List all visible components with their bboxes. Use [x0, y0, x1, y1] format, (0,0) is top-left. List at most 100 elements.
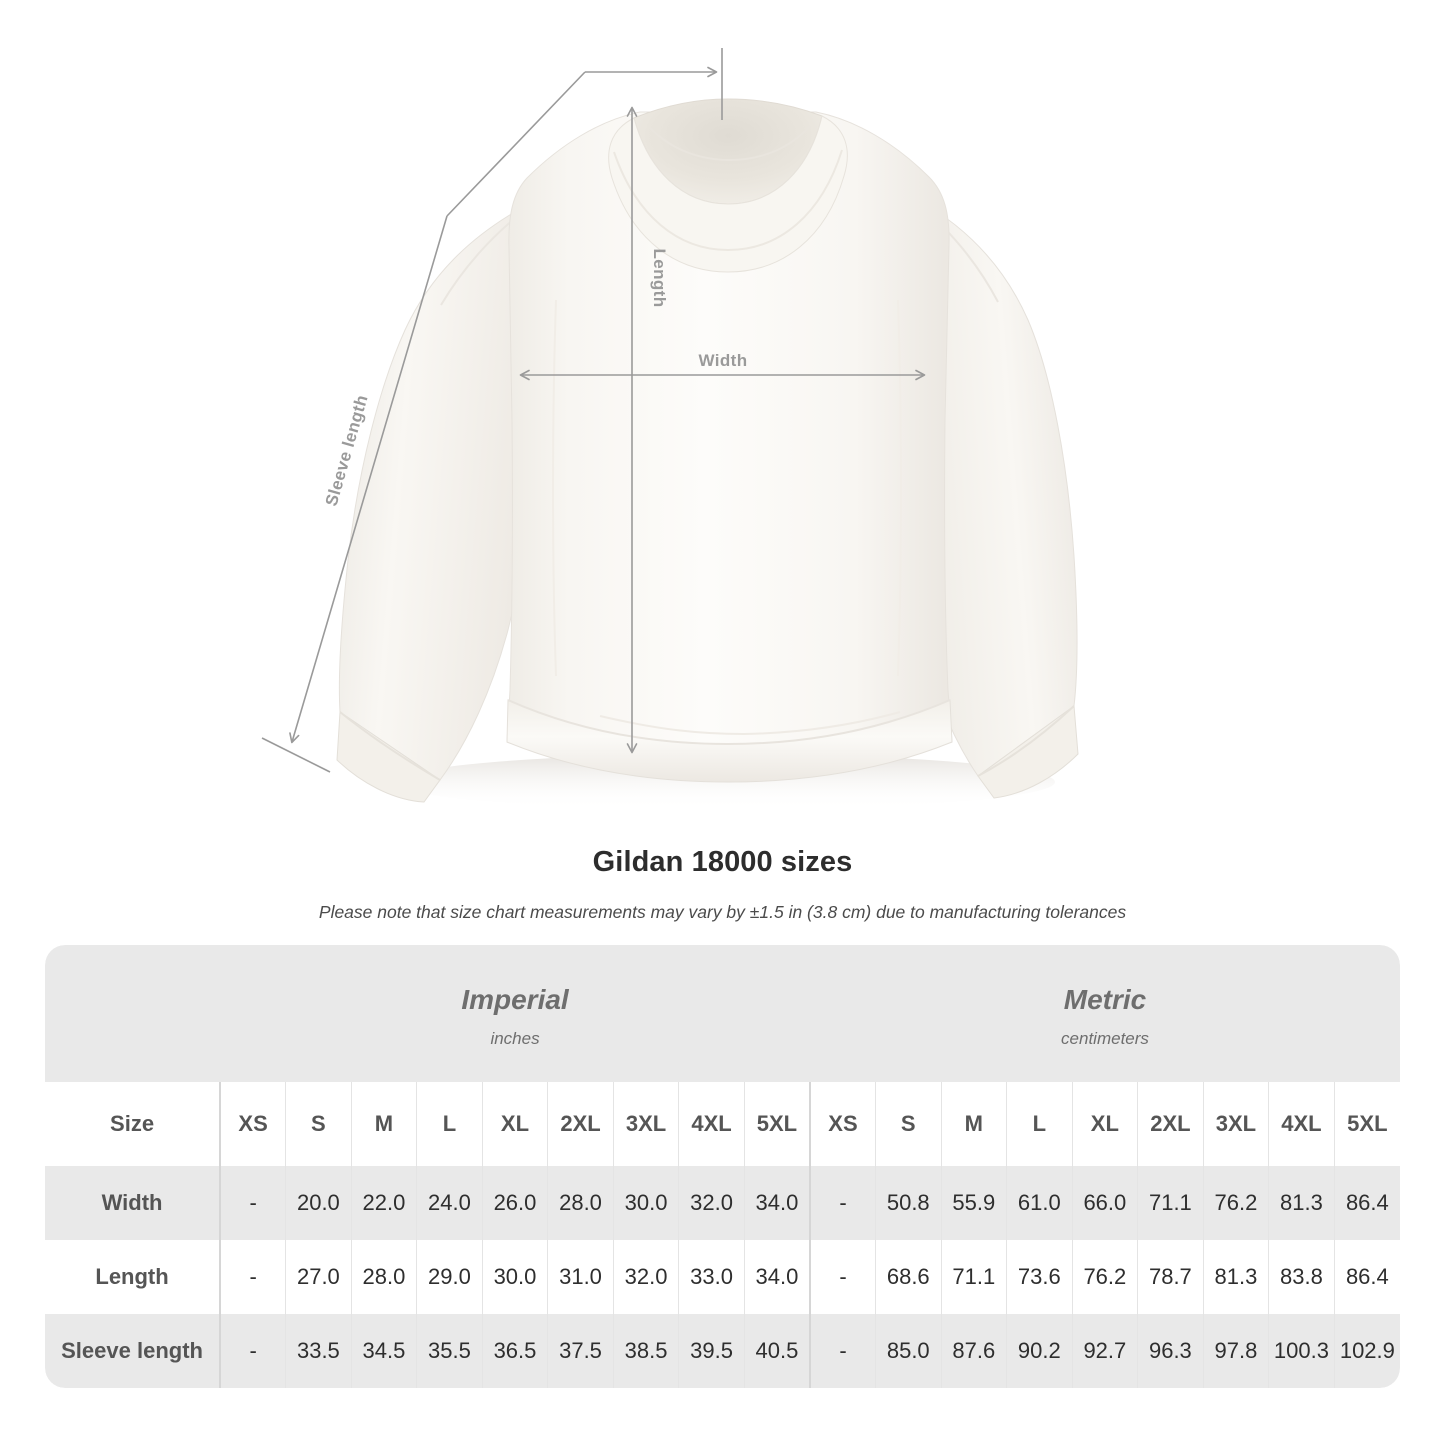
header-imperial-l: L [416, 1082, 483, 1166]
width-metric-xl: 66.0 [1071, 1166, 1138, 1240]
hem-seam [507, 699, 951, 746]
sleeve-metric-l: 90.2 [1006, 1314, 1073, 1388]
header-metric-4xl: 4XL [1268, 1082, 1335, 1166]
header-metric-3xl: 3XL [1202, 1082, 1269, 1166]
sleeve-imperial-l: 35.5 [416, 1314, 483, 1388]
width-metric-m: 55.9 [940, 1166, 1007, 1240]
width-metric-xs: - [808, 1166, 876, 1240]
unit-banner-spacer [45, 945, 221, 1082]
sleeve-imperial-4xl: 39.5 [678, 1314, 745, 1388]
length-imperial-3xl: 32.0 [612, 1240, 679, 1314]
length-metric-l: 73.6 [1006, 1240, 1073, 1314]
unit-banner-row: Imperial inches Metric centimeters [45, 945, 1400, 1082]
collar-inner-seam [613, 149, 843, 252]
header-imperial-3xl: 3XL [612, 1082, 679, 1166]
width-metric-s: 50.8 [875, 1166, 942, 1240]
hem-crease [599, 711, 901, 736]
page-title: Gildan 18000 sizes [592, 846, 853, 878]
unit-group-imperial-name: Imperial [461, 983, 569, 1015]
row-label-sleeve-length: Sleeve length [45, 1314, 221, 1388]
size-chart-table: Imperial inches Metric centimeters Size … [45, 945, 1400, 1388]
width-imperial-s: 20.0 [285, 1166, 352, 1240]
table-row: Sleeve length - 33.5 34.5 35.5 36.5 37.5… [45, 1314, 1400, 1388]
unit-group-imperial-sub: inches [490, 1028, 540, 1048]
length-metric-3xl: 81.3 [1202, 1240, 1269, 1314]
length-imperial-s: 27.0 [285, 1240, 352, 1314]
left-cuff [336, 711, 441, 803]
header-metric-5xl: 5XL [1333, 1082, 1400, 1166]
sleeve-metric-3xl: 97.8 [1202, 1314, 1269, 1388]
size-header-row: Size XS S M L XL 2XL 3XL 4XL 5XL XS S M … [45, 1082, 1400, 1166]
header-imperial-xs: XS [219, 1082, 286, 1166]
header-imperial-5xl: 5XL [743, 1082, 810, 1166]
length-annotation: Length [626, 106, 669, 754]
length-metric-5xl: 86.4 [1333, 1240, 1400, 1314]
length-metric-xs: - [808, 1240, 876, 1314]
header-metric-m: M [940, 1082, 1007, 1166]
row-label-length: Length [45, 1240, 221, 1314]
length-metric-s: 68.6 [875, 1240, 942, 1314]
right-cuff [977, 705, 1079, 799]
body-fold-left [552, 299, 557, 677]
sleeve-imperial-5xl: 40.5 [743, 1314, 810, 1388]
collar-rib [608, 115, 848, 273]
header-imperial-s: S [285, 1082, 352, 1166]
length-imperial-5xl: 34.0 [743, 1240, 810, 1314]
sleeve-metric-m: 87.6 [940, 1314, 1007, 1388]
length-imperial-m: 28.0 [350, 1240, 417, 1314]
width-label: Width [698, 351, 747, 370]
tolerance-note: Please note that size chart measurements… [318, 902, 1127, 922]
sleeve-imperial-xs: - [219, 1314, 286, 1388]
width-metric-4xl: 81.3 [1268, 1166, 1335, 1240]
right-cuff-seam [977, 705, 1075, 777]
width-imperial-m: 22.0 [350, 1166, 417, 1240]
header-imperial-4xl: 4XL [678, 1082, 745, 1166]
length-label: Length [650, 248, 669, 307]
width-annotation: Width [519, 351, 926, 381]
size-chart-table-wrapper: Imperial inches Metric centimeters Size … [45, 945, 1400, 1388]
length-imperial-xs: - [219, 1240, 286, 1314]
width-imperial-xl: 26.0 [481, 1166, 548, 1240]
body-fold-right [897, 299, 902, 677]
header-metric-2xl: 2XL [1137, 1082, 1204, 1166]
width-imperial-5xl: 34.0 [743, 1166, 810, 1240]
left-sleeve [338, 204, 535, 781]
sleeve-metric-4xl: 100.3 [1268, 1314, 1335, 1388]
header-metric-s: S [875, 1082, 942, 1166]
width-metric-l: 61.0 [1006, 1166, 1073, 1240]
sleeve-metric-5xl: 102.9 [1333, 1314, 1400, 1388]
header-imperial-m: M [350, 1082, 417, 1166]
width-imperial-4xl: 32.0 [678, 1166, 745, 1240]
header-metric-xl: XL [1071, 1082, 1138, 1166]
width-imperial-2xl: 28.0 [547, 1166, 614, 1240]
sleeve-metric-xl: 92.7 [1071, 1314, 1138, 1388]
width-imperial-l: 24.0 [416, 1166, 483, 1240]
product-illustration: Sleeve length Length Width [261, 48, 1079, 810]
width-metric-3xl: 76.2 [1202, 1166, 1269, 1240]
length-imperial-2xl: 31.0 [547, 1240, 614, 1314]
header-metric-l: L [1006, 1082, 1073, 1166]
unit-group-imperial: Imperial inches [220, 945, 810, 1082]
width-imperial-xs: - [219, 1166, 286, 1240]
row-label-width: Width [45, 1166, 221, 1240]
header-size-label: Size [45, 1082, 221, 1166]
heading-block: Gildan 18000 sizes Please note that size… [0, 845, 1445, 923]
table-row: Width - 20.0 22.0 24.0 26.0 28.0 30.0 32… [45, 1166, 1400, 1240]
length-imperial-xl: 30.0 [481, 1240, 548, 1314]
length-metric-m: 71.1 [940, 1240, 1007, 1314]
length-imperial-l: 29.0 [416, 1240, 483, 1314]
length-metric-4xl: 83.8 [1268, 1240, 1335, 1314]
sleeve-metric-2xl: 96.3 [1137, 1314, 1204, 1388]
width-imperial-3xl: 30.0 [612, 1166, 679, 1240]
collar-tape [649, 125, 811, 162]
table-row: Length - 27.0 28.0 29.0 30.0 31.0 32.0 3… [45, 1240, 1400, 1314]
width-metric-5xl: 86.4 [1333, 1166, 1400, 1240]
sleeve-imperial-m: 34.5 [350, 1314, 417, 1388]
unit-group-metric-sub: centimeters [1061, 1028, 1149, 1048]
sleeve-metric-s: 85.0 [875, 1314, 942, 1388]
left-cuff-seam [339, 711, 441, 781]
length-metric-2xl: 78.7 [1137, 1240, 1204, 1314]
sleeve-imperial-3xl: 38.5 [612, 1314, 679, 1388]
sleeve-metric-xs: - [808, 1314, 876, 1388]
header-metric-xs: XS [808, 1082, 876, 1166]
